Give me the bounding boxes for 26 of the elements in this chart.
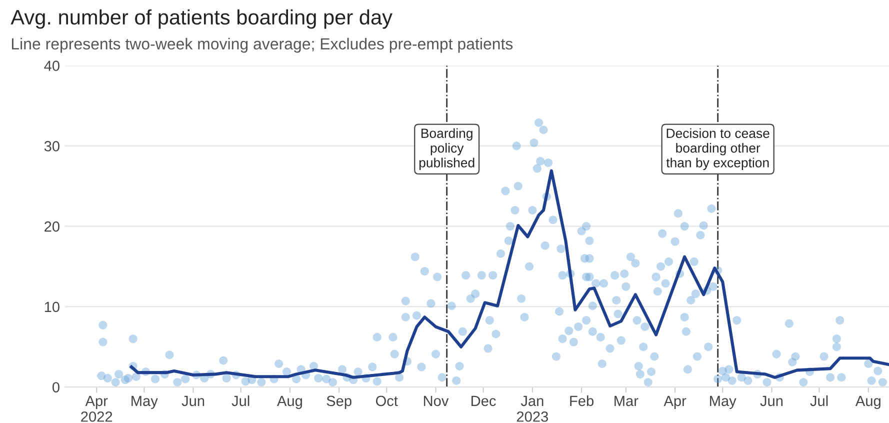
y-tick-label: 40 [44, 60, 60, 71]
x-tick-label: Jul [232, 395, 250, 406]
x-tick-label: Apr 2022 [81, 396, 112, 422]
x-tick-label: Oct [376, 396, 398, 406]
x-tick-label: Aug [855, 396, 880, 409]
y-tick-label: 0 [52, 382, 60, 392]
x-tick-label: May [710, 396, 736, 409]
x-tick-label: Dec [472, 396, 496, 406]
x-tick-label: Mar [614, 396, 638, 406]
x-tick-label: Feb [570, 395, 594, 406]
chart-subtitle: Line represents two-week moving average; Excludes pre-empt patients [12, 38, 513, 53]
ref-line-label: Boarding policy published [419, 128, 474, 170]
y-tick-label: 20 [44, 221, 60, 232]
y-tick-label: 10 [44, 302, 60, 312]
y-tick-label: 30 [44, 141, 60, 152]
x-tick-label: Sep [326, 396, 352, 409]
chart-title: Avg. number of patients boarding per day [10, 9, 392, 29]
x-tick-label: Jun [760, 396, 783, 406]
x-tick-label: Apr [664, 396, 686, 409]
x-tick-label: Jun [182, 396, 204, 406]
x-tick-label: Jan 2023 [516, 396, 548, 422]
x-tick-label: Aug [276, 396, 302, 409]
x-tick-label: Nov [424, 396, 449, 406]
x-tick-label: Jul [810, 395, 828, 406]
x-tick-label: May [132, 396, 158, 409]
ref-line-label: Decision to cease boarding other than by exception [666, 128, 770, 170]
